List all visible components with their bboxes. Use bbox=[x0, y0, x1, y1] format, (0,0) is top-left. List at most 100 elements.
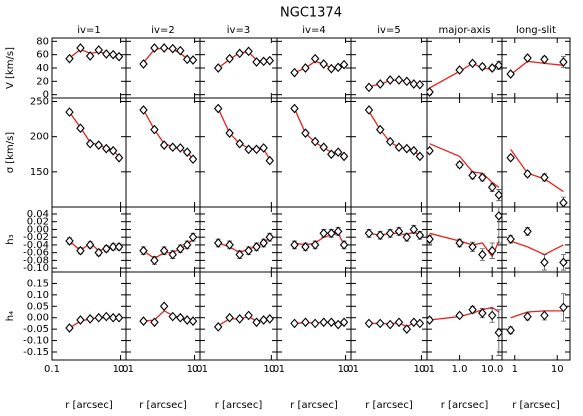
data-point bbox=[455, 310, 464, 321]
y-tick-label: -0.04 bbox=[23, 240, 49, 251]
data-point bbox=[139, 316, 148, 326]
data-point bbox=[415, 230, 425, 241]
data-point bbox=[176, 143, 185, 153]
data-point bbox=[225, 312, 234, 323]
data-point bbox=[168, 43, 177, 54]
data-point bbox=[375, 124, 385, 135]
data-point bbox=[402, 232, 412, 243]
data-point bbox=[265, 314, 274, 324]
data-point bbox=[213, 63, 223, 73]
data-point bbox=[468, 304, 477, 315]
x-axis-label: r [arcsec] bbox=[290, 400, 338, 411]
data-point bbox=[188, 154, 198, 165]
y-tick-label: 0.00 bbox=[27, 224, 49, 235]
data-point bbox=[213, 238, 223, 248]
data-point bbox=[523, 169, 532, 179]
data-point bbox=[339, 240, 349, 250]
data-point bbox=[188, 316, 198, 326]
data-point bbox=[540, 310, 549, 321]
data-point bbox=[265, 232, 274, 243]
panel-frame bbox=[276, 271, 352, 361]
plot-area bbox=[213, 46, 274, 73]
data-point bbox=[259, 56, 268, 67]
y-tick-label: 0.05 bbox=[27, 301, 49, 312]
y-tick-label: 40 bbox=[36, 63, 49, 74]
data-point bbox=[540, 257, 549, 268]
x-tick-label: 1.0 bbox=[263, 364, 279, 375]
data-point bbox=[76, 123, 85, 134]
data-point bbox=[225, 240, 234, 250]
panel: 0.1 1.0 10.0 bbox=[419, 271, 503, 375]
data-point bbox=[301, 242, 310, 252]
data-point bbox=[506, 234, 515, 244]
y-tick-label: 60 bbox=[36, 50, 49, 61]
column-title: iv=2 bbox=[151, 25, 174, 36]
data-point bbox=[409, 79, 419, 89]
y-tick-label: 0.00 bbox=[27, 313, 49, 324]
y-tick-label: -0.15 bbox=[23, 347, 49, 358]
panel-frame bbox=[125, 271, 201, 361]
data-point bbox=[259, 315, 268, 325]
panel-frame bbox=[350, 37, 428, 99]
y-tick-label: 150 bbox=[30, 167, 49, 178]
x-tick-label: 0.1 bbox=[44, 364, 60, 375]
data-point bbox=[319, 59, 328, 69]
data-point bbox=[150, 317, 159, 328]
data-point bbox=[150, 124, 159, 135]
panel bbox=[125, 97, 201, 208]
y-tick-label: 0.15 bbox=[27, 278, 49, 289]
data-point bbox=[85, 138, 95, 149]
data-point bbox=[182, 315, 192, 325]
data-point bbox=[415, 318, 425, 329]
data-point bbox=[108, 242, 118, 252]
data-point bbox=[244, 245, 253, 256]
data-point bbox=[213, 103, 223, 114]
data-point bbox=[487, 182, 497, 193]
data-point bbox=[468, 58, 477, 69]
plot-area bbox=[364, 75, 425, 93]
data-point bbox=[394, 226, 404, 237]
panel-frame bbox=[199, 37, 278, 99]
data-point bbox=[182, 54, 192, 65]
data-point bbox=[319, 142, 328, 153]
data-point bbox=[375, 230, 385, 241]
data-point bbox=[188, 55, 198, 65]
panel: 0 20 40 60 80 V [km/s] bbox=[5, 36, 127, 101]
x-tick-label: 1.0 bbox=[113, 364, 129, 375]
data-point bbox=[65, 323, 74, 333]
data-point bbox=[339, 317, 349, 328]
data-point bbox=[427, 87, 434, 97]
y-axis-label: V [km/s] bbox=[5, 47, 16, 89]
data-point bbox=[523, 226, 532, 237]
data-point bbox=[375, 79, 385, 89]
data-point bbox=[85, 51, 95, 61]
data-point bbox=[494, 190, 502, 200]
plot-area bbox=[139, 301, 198, 328]
data-point bbox=[394, 317, 404, 328]
data-point bbox=[244, 144, 253, 155]
x-axis-label: r [arcsec] bbox=[441, 400, 489, 411]
panel bbox=[350, 37, 428, 99]
panel-frame bbox=[350, 271, 428, 361]
data-point bbox=[394, 75, 404, 85]
model-line bbox=[510, 148, 564, 193]
data-point bbox=[559, 197, 568, 207]
x-tick-label: 0.1 bbox=[192, 364, 208, 375]
plot-area bbox=[213, 232, 274, 260]
panel-frame bbox=[276, 206, 352, 273]
data-point bbox=[559, 257, 568, 268]
data-point bbox=[159, 301, 169, 312]
data-point bbox=[76, 43, 85, 53]
data-point bbox=[235, 48, 244, 59]
data-point bbox=[487, 310, 497, 321]
data-point bbox=[385, 228, 395, 239]
data-point bbox=[523, 311, 532, 322]
data-point bbox=[176, 45, 185, 56]
panel: 0.1 1.0 bbox=[269, 271, 354, 375]
data-point bbox=[188, 232, 198, 243]
panel: 1 10 bbox=[501, 271, 571, 375]
data-point bbox=[523, 53, 532, 63]
data-point bbox=[364, 228, 374, 239]
plot-area bbox=[506, 148, 568, 207]
